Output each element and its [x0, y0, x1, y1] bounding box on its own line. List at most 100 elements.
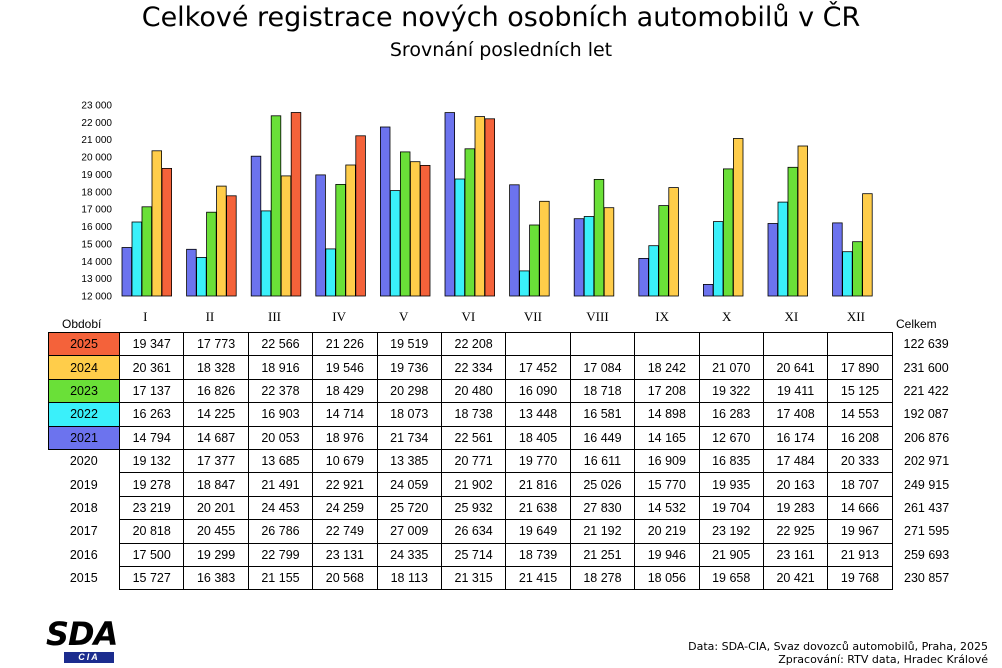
table-cell: 20 053	[247, 425, 314, 450]
sda-logo: SDA CIA	[14, 615, 118, 663]
table-cell: 16 208	[827, 425, 893, 450]
bar-2023-II	[206, 211, 217, 297]
table-cell: 18 056	[634, 565, 700, 591]
row-year-label: 2019	[69, 477, 98, 492]
table-cell: 17 452	[505, 355, 571, 380]
table-cell: 20 771	[440, 448, 507, 474]
bar-2021-IV	[315, 174, 326, 297]
table-cell: 16 383	[183, 565, 249, 591]
bar-2024-IV	[345, 164, 356, 297]
table-row: 2025 19 347 17 773 22 566 21 226 19 519 22 208…	[48, 331, 952, 357]
bar-2022-VII	[519, 270, 530, 297]
bar-2021-XI	[767, 223, 779, 297]
source-line-1: Data: SDA-CIA, Svaz dovozců automobilů, …	[688, 640, 988, 653]
table-cell: 14 225	[183, 402, 249, 427]
table-cell: 23 219	[118, 495, 185, 521]
table-cell: 21 415	[505, 565, 571, 591]
table-cell: 19 768	[827, 565, 893, 591]
row-total: 202 971	[904, 454, 950, 469]
table-cell: 19 411	[762, 378, 829, 404]
row-total: 206 876	[904, 430, 950, 445]
table-cell: 19 322	[698, 378, 764, 404]
table-cell: 25 720	[376, 495, 442, 521]
chart-title: Celkové registrace nových osobních autom…	[141, 2, 861, 33]
bar-2025-IV	[355, 135, 366, 297]
bar-2022-X	[713, 221, 724, 297]
table-cell: 17 484	[762, 448, 829, 474]
table-cell: 25 026	[569, 472, 636, 497]
table-cell	[505, 331, 571, 357]
x-tick-label: XI	[784, 309, 798, 324]
table-row: 2015 15 727 16 383 21 155 20 568 18 113 21 315…	[49, 565, 952, 591]
table-cell: 18 976	[312, 425, 378, 450]
x-tick-label: I	[143, 309, 147, 324]
table-cell: 26 634	[440, 519, 507, 544]
table-cell: 13 385	[376, 448, 442, 474]
data-table: 2025 19 347 17 773 22 566 21 226 19 519 22 208…	[48, 331, 952, 591]
table-cell: 27 009	[376, 519, 442, 544]
y-tick-label: 16 000	[81, 222, 112, 233]
total-header: Celkem	[896, 317, 937, 331]
table-cell: 16 909	[634, 448, 700, 474]
bar-2022-V	[389, 190, 401, 297]
table-cell: 24 335	[376, 542, 442, 567]
table-cell: 23 131	[312, 542, 378, 567]
table-cell	[634, 331, 700, 357]
x-tick-label: VII	[524, 309, 542, 324]
table-cell: 22 799	[247, 542, 314, 567]
x-tick-label: X	[722, 309, 732, 324]
source-line-2: Zpracování: RTV data, Hradec Králové	[778, 653, 988, 666]
bar-2023-III	[270, 115, 282, 297]
row-year-label: 2024	[48, 355, 120, 380]
table-cell: 19 935	[698, 472, 764, 497]
bar-2023-VI	[464, 148, 476, 297]
table-cell: 17 773	[183, 331, 249, 357]
table-cell: 19 278	[118, 472, 185, 497]
row-year-label: 2020	[69, 454, 98, 469]
table-cell: 20 568	[312, 565, 378, 591]
table-cell: 16 826	[183, 378, 249, 404]
table-cell: 21 155	[247, 565, 314, 591]
y-tick-label: 17 000	[81, 205, 112, 216]
table-cell: 25 932	[440, 495, 507, 521]
table-cell: 14 553	[827, 402, 893, 427]
table-cell: 19 946	[634, 542, 700, 567]
table-cell: 19 770	[505, 448, 571, 474]
table-cell: 20 298	[376, 378, 442, 404]
table-cell: 23 161	[762, 542, 829, 567]
row-total: 249 915	[904, 477, 950, 492]
table-cell: 19 967	[827, 519, 893, 544]
table-cell	[569, 331, 636, 357]
bar-2023-XI	[787, 166, 799, 297]
chart-subtitle: Srovnání posledních let	[389, 39, 613, 61]
table-cell: 17 408	[762, 402, 829, 427]
bar-2022-XI	[777, 201, 789, 297]
bar-2023-X	[723, 168, 734, 297]
table-cell: 15 125	[827, 378, 893, 404]
table-cell: 20 480	[440, 378, 507, 404]
y-tick-label: 15 000	[81, 239, 112, 250]
bar-2022-XII	[842, 251, 853, 297]
bar-2021-III	[250, 155, 262, 297]
x-tick-label: II	[206, 309, 215, 324]
table-cell: 18 429	[312, 378, 378, 404]
table-cell: 18 718	[569, 378, 636, 404]
row-total: 259 693	[904, 547, 950, 562]
table-cell: 21 070	[698, 355, 764, 380]
table-cell: 19 132	[118, 448, 185, 474]
logo-bar	[64, 652, 114, 663]
table-row: 2021 14 794 14 687 20 053 18 976 21 734 22 561…	[48, 425, 952, 450]
x-tick-label: III	[268, 309, 281, 324]
table-cell: 16 174	[762, 425, 829, 450]
row-year-label: 2025	[48, 331, 120, 357]
x-tick-label: VIII	[586, 309, 608, 324]
y-tick-label: 20 000	[81, 153, 112, 164]
logo-text: SDA	[46, 615, 118, 653]
table-cell: 24 453	[247, 495, 314, 521]
table-cell: 21 315	[440, 565, 507, 591]
row-year-label: 2018	[69, 500, 98, 515]
table-cell: 18 707	[827, 472, 893, 497]
table-cell: 19 347	[118, 331, 185, 357]
x-tick-label: IX	[655, 309, 669, 324]
table-cell: 22 208	[440, 331, 507, 357]
